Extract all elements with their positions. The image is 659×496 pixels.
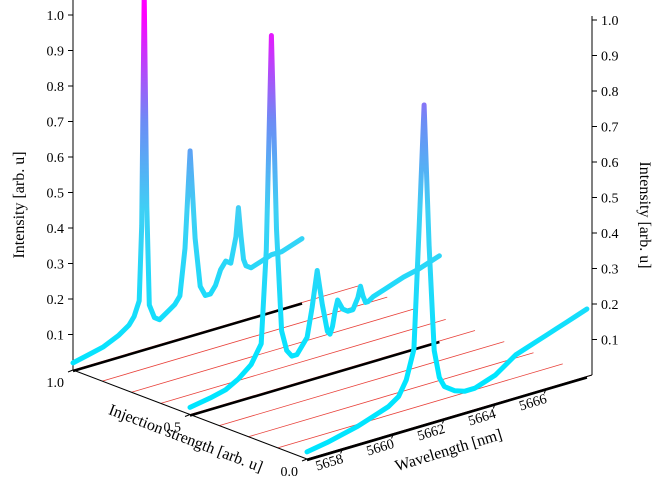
z-tick-label-right: 1.0 xyxy=(601,14,619,29)
grid-line xyxy=(131,307,417,393)
z-tick-label-left: 0.6 xyxy=(47,151,65,166)
z-tick-label-right: 0.3 xyxy=(601,263,619,278)
z-tick-label-left: 0.3 xyxy=(47,258,65,273)
z-tick-label-right: 0.9 xyxy=(601,50,619,65)
z-tick-label-right: 0.7 xyxy=(601,121,619,136)
grid-line xyxy=(102,296,388,382)
grid-line xyxy=(160,318,446,404)
y-tick-label: 0.5 xyxy=(164,421,182,436)
series-baseline xyxy=(189,340,440,417)
z-tick-label-left: 0.5 xyxy=(47,187,65,202)
series-line xyxy=(70,0,305,366)
z-ticks-right: 0.1 0.2 0.3 0.4 0.5 0.6 0.7 0.8 0.9 1.0 xyxy=(592,14,619,349)
spectrum-series xyxy=(304,102,590,462)
z-tick-label-right: 0.4 xyxy=(601,227,619,242)
z-tick-label-left: 0.1 xyxy=(47,329,65,344)
z-tick-label-right: 0.1 xyxy=(601,334,619,349)
z-tick-label-right: 0.6 xyxy=(601,156,619,171)
y-tick-label: 0.0 xyxy=(281,465,299,480)
spectrum-series xyxy=(187,33,442,417)
z-tick-label-left: 1.0 xyxy=(47,9,65,24)
z-axis-title-left: Intensity [arb. u] xyxy=(11,151,28,258)
z-tick-label-left: 0.8 xyxy=(47,80,65,95)
y-ticks: 0.0 0.5 1.0 xyxy=(47,369,308,480)
z-ticks-left: 0.1 0.2 0.3 0.4 0.5 0.6 0.7 0.8 0.9 1.0 xyxy=(47,9,73,344)
z-tick-label-left: 0.4 xyxy=(47,222,65,237)
grid-line xyxy=(219,341,505,427)
y-tick-mark xyxy=(67,369,74,373)
y-tick-mark xyxy=(301,458,308,462)
x-axis-title: Wavelength [nm] xyxy=(393,426,504,475)
y-tick-label: 1.0 xyxy=(47,376,65,391)
axes xyxy=(72,0,593,460)
z-tick-label-left: 0.7 xyxy=(47,116,65,131)
z-tick-label-right: 0.8 xyxy=(601,85,619,100)
z-tick-label-left: 0.9 xyxy=(47,45,65,60)
grid-line xyxy=(277,363,563,449)
grid-line xyxy=(248,352,534,438)
series-baseline xyxy=(306,376,588,462)
series-layer xyxy=(70,0,590,462)
z-tick-label-left: 0.2 xyxy=(47,293,65,308)
z-tick-label-right: 0.5 xyxy=(601,192,619,207)
series-line xyxy=(304,102,590,455)
z-axis-title-right: Intensity [arb. u] xyxy=(636,161,653,268)
series-baseline xyxy=(72,302,303,373)
y-tick-mark xyxy=(184,414,191,417)
z-tick-label-right: 0.2 xyxy=(601,298,619,313)
series-line xyxy=(187,33,442,410)
